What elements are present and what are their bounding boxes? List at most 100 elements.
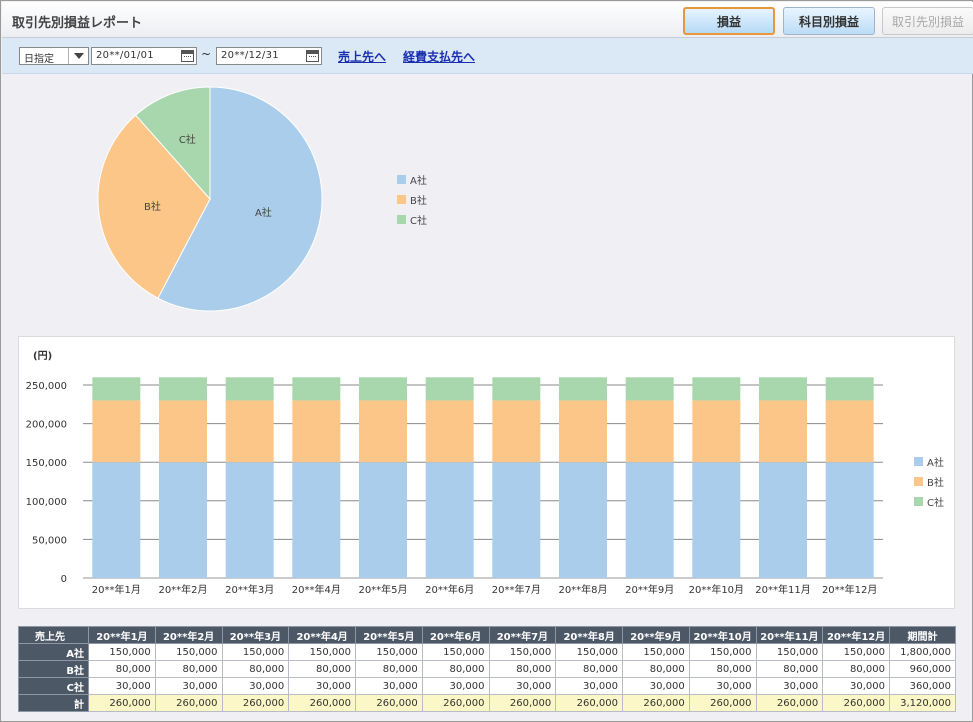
y-tick-label: 250,000: [26, 381, 67, 392]
header-bar: 取引先別損益レポート 損益 科目別損益 取引先別損益: [2, 2, 973, 38]
table-cell: 150,000: [355, 643, 423, 661]
x-tick-label: 20**年11月: [755, 583, 810, 596]
table-cell: 80,000: [622, 660, 690, 678]
legend-swatch: [914, 476, 923, 486]
table-cell: 1,800,000: [889, 643, 956, 661]
page-title: 取引先別損益レポート: [12, 16, 143, 31]
table-cell: 260,000: [755, 694, 824, 712]
end-date-field[interactable]: 20**/12/31: [216, 47, 322, 65]
bar-segment-a: [825, 462, 874, 578]
pie-label-a: A社: [255, 206, 272, 219]
x-tick-label: 20**年9月: [625, 583, 674, 596]
column-header: 20**年2月: [154, 626, 223, 644]
table-cell: 80,000: [488, 660, 557, 678]
bar-segment-c: [159, 377, 207, 401]
bar-segment-a: [159, 462, 207, 578]
bar-segment-c: [92, 377, 141, 401]
legend-swatch: [914, 496, 923, 506]
table-corner-header: 売上先: [18, 626, 89, 644]
table-cell: 260,000: [688, 694, 757, 712]
bar-segment-c: [425, 377, 474, 401]
bar-segment-c: [559, 377, 607, 401]
row-header: B社: [18, 660, 89, 678]
table-cell: 260,000: [154, 694, 223, 712]
y-tick-label: 100,000: [26, 497, 67, 508]
bar-segment-a: [625, 462, 674, 578]
table-cell: 80,000: [555, 660, 623, 678]
table-cell: 150,000: [755, 643, 824, 661]
bar-segment-a: [292, 462, 341, 578]
legend-label: B社: [927, 477, 944, 489]
start-date-field[interactable]: 20**/01/01: [91, 47, 197, 65]
column-header: 20**年9月: [622, 626, 690, 644]
legend-item-a: A社: [914, 451, 944, 471]
bar-segment-b: [359, 400, 407, 463]
table-cell: 80,000: [688, 660, 757, 678]
chevron-down-icon[interactable]: [68, 48, 88, 64]
partner-profit-button: 取引先別損益: [882, 7, 973, 35]
table-cell: 30,000: [221, 677, 290, 695]
period-select-value: 日指定: [24, 54, 54, 65]
x-tick-label: 20**年7月: [492, 583, 541, 596]
table-cell: 260,000: [288, 694, 356, 712]
legend-label: B社: [410, 195, 427, 207]
profit-button[interactable]: 損益: [683, 7, 775, 35]
table-cell: 150,000: [88, 643, 156, 661]
bar-legend: A社 B社 C社: [914, 451, 944, 511]
table-cell: 30,000: [622, 677, 690, 695]
bar-segment-a: [759, 462, 807, 578]
legend-label: A社: [410, 175, 427, 187]
row-header: A社: [18, 643, 89, 661]
bar-segment-c: [759, 377, 807, 401]
pie-legend: A社 B社 C社: [397, 169, 427, 229]
bar-segment-a: [492, 462, 541, 578]
legend-label: C社: [927, 497, 944, 509]
table-row: 計 260,000 260,000 260,000 260,000 260,000 260,…: [18, 694, 956, 712]
bar-segment-b: [292, 400, 341, 463]
bar-segment-a: [225, 462, 274, 578]
account-profit-button[interactable]: 科目別損益: [783, 7, 875, 35]
x-tick-label: 20**年4月: [292, 583, 341, 596]
table-cell: 80,000: [154, 660, 223, 678]
bar-segment-c: [625, 377, 674, 401]
y-axis-label: (円): [33, 350, 52, 362]
legend-item-b: B社: [914, 471, 944, 491]
table-cell: 80,000: [755, 660, 824, 678]
legend-label: A社: [927, 457, 944, 469]
calendar-icon[interactable]: [306, 50, 319, 62]
column-header: 20**年12月: [822, 626, 890, 644]
sales-table: 売上先 20**年1月 20**年2月 20**年3月 20**年4月 20**年5月 20…: [18, 626, 956, 712]
table-cell: 3,120,000: [889, 694, 956, 712]
bar-segment-b: [225, 400, 274, 463]
y-tick-label: 50,000: [32, 535, 67, 546]
table-cell: 150,000: [154, 643, 223, 661]
table-cell: 260,000: [488, 694, 557, 712]
bar-segment-c: [359, 377, 407, 401]
end-date-value: 20**/12/31: [221, 50, 279, 61]
column-header: 期間計: [889, 626, 956, 644]
bar-segment-b: [559, 400, 607, 463]
table-cell: 150,000: [421, 643, 490, 661]
table-cell: 260,000: [822, 694, 890, 712]
table-cell: 150,000: [688, 643, 757, 661]
bar-segment-b: [492, 400, 541, 463]
sales-link[interactable]: 売上先へ: [338, 50, 387, 64]
table-row: B社 80,000 80,000 80,000 80,000 80,000 80,000 80…: [18, 660, 956, 678]
table-cell: 960,000: [889, 660, 956, 678]
bar-chart-panel: (円) 0 50,000 100,000 150,000 200,000 250,000 20…: [18, 336, 955, 609]
row-header: C社: [18, 677, 89, 695]
x-tick-label: 20**年10月: [689, 583, 744, 596]
table-cell: 260,000: [555, 694, 623, 712]
table-cell: 80,000: [288, 660, 356, 678]
table-cell: 30,000: [288, 677, 356, 695]
column-header: 20**年7月: [488, 626, 557, 644]
column-header: 20**年5月: [355, 626, 423, 644]
bar-segment-b: [92, 400, 141, 463]
pie-slice-b: [97, 114, 211, 299]
bar-segment-c: [825, 377, 874, 401]
period-select[interactable]: 日指定: [19, 47, 89, 65]
bar-segment-a: [359, 462, 407, 578]
calendar-icon[interactable]: [181, 50, 194, 62]
expense-link[interactable]: 経費支払先へ: [403, 50, 476, 64]
column-header: 20**年8月: [555, 626, 623, 644]
